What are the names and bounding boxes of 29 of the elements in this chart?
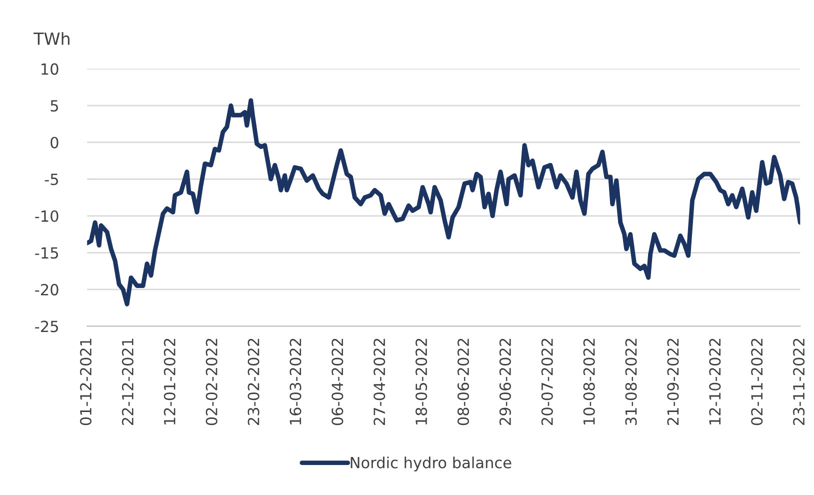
legend-label: Nordic hydro balance — [350, 456, 512, 472]
x-tick-label: 08-06-2022 — [457, 338, 470, 426]
y-tick-label: 0 — [50, 136, 58, 148]
y-tick-label: -20 — [35, 284, 58, 296]
x-tick-label: 01-12-2021 — [80, 338, 92, 426]
x-tick-label: 06-04-2022 — [332, 338, 344, 426]
x-tick-label: 23-02-2022 — [248, 338, 260, 425]
y-tick-label: -5 — [44, 174, 58, 186]
x-tick-label: 23-11-2022 — [793, 338, 805, 425]
x-tick-label: 22-12-2021 — [122, 338, 134, 425]
y-tick-label: -10 — [35, 210, 58, 222]
y-tick-label: 5 — [50, 100, 58, 112]
x-tick-label: 27-04-2022 — [374, 338, 386, 425]
x-tick-label: 10-08-2022 — [583, 338, 595, 424]
x-tick-label: 18-05-2022 — [416, 338, 428, 424]
x-tick-label: 02-11-2022 — [751, 338, 763, 426]
x-tick-label: 02-02-2022 — [206, 338, 218, 426]
x-tick-label: 21-09-2022 — [667, 338, 679, 425]
x-tick-label: 29-06-2022 — [499, 338, 511, 425]
x-tick-label: 16-03-2022 — [290, 338, 302, 424]
y-tick-label: -15 — [35, 247, 58, 259]
x-tick-label: 12-10-2022 — [709, 338, 721, 424]
y-axis-title: TWh — [34, 32, 70, 45]
x-tick-label: 20-07-2022 — [541, 338, 553, 425]
y-tick-label: -25 — [35, 320, 58, 332]
x-tick-label: 31-08-2022 — [625, 338, 637, 425]
y-tick-label: 10 — [42, 63, 58, 75]
line-series — [87, 98, 800, 306]
x-tick-label: 12-01-2022 — [164, 338, 176, 424]
